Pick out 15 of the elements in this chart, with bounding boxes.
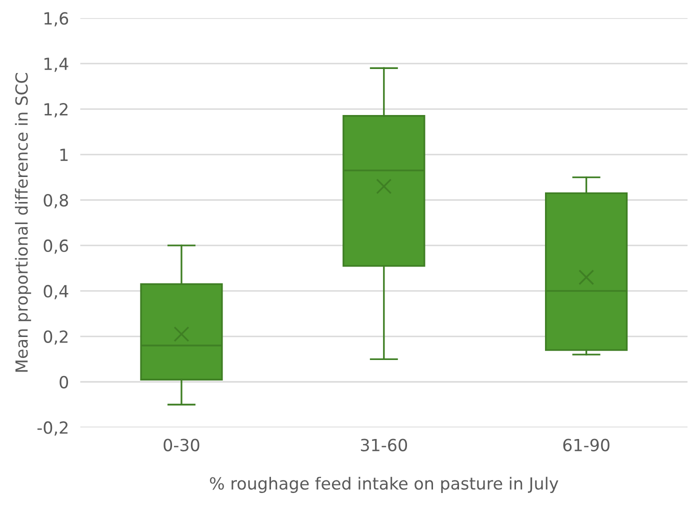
x-tick-label: 61-90: [563, 438, 610, 452]
y-tick-label: -0,2: [37, 421, 68, 436]
x-tick-label: 0-30: [164, 438, 200, 452]
y-tick-label: 1: [60, 148, 68, 161]
x-tick-label: 31-60: [360, 438, 408, 452]
y-tick-label: 1,6: [44, 12, 68, 26]
y-tick-label: 0,8: [44, 194, 68, 208]
x-axis-title: % roughage feed intake on pasture in July: [210, 476, 558, 493]
y-tick-label: 0,2: [44, 330, 68, 345]
y-tick-label: 1,2: [44, 103, 68, 118]
y-tick-label: 1,4: [44, 58, 68, 72]
y-tick-label: 0,4: [44, 284, 68, 300]
y-tick-label: 0: [60, 376, 68, 388]
y-axis-title: Mean proportional difference in SCC: [14, 73, 32, 372]
y-tick-label: 0,6: [44, 239, 68, 254]
